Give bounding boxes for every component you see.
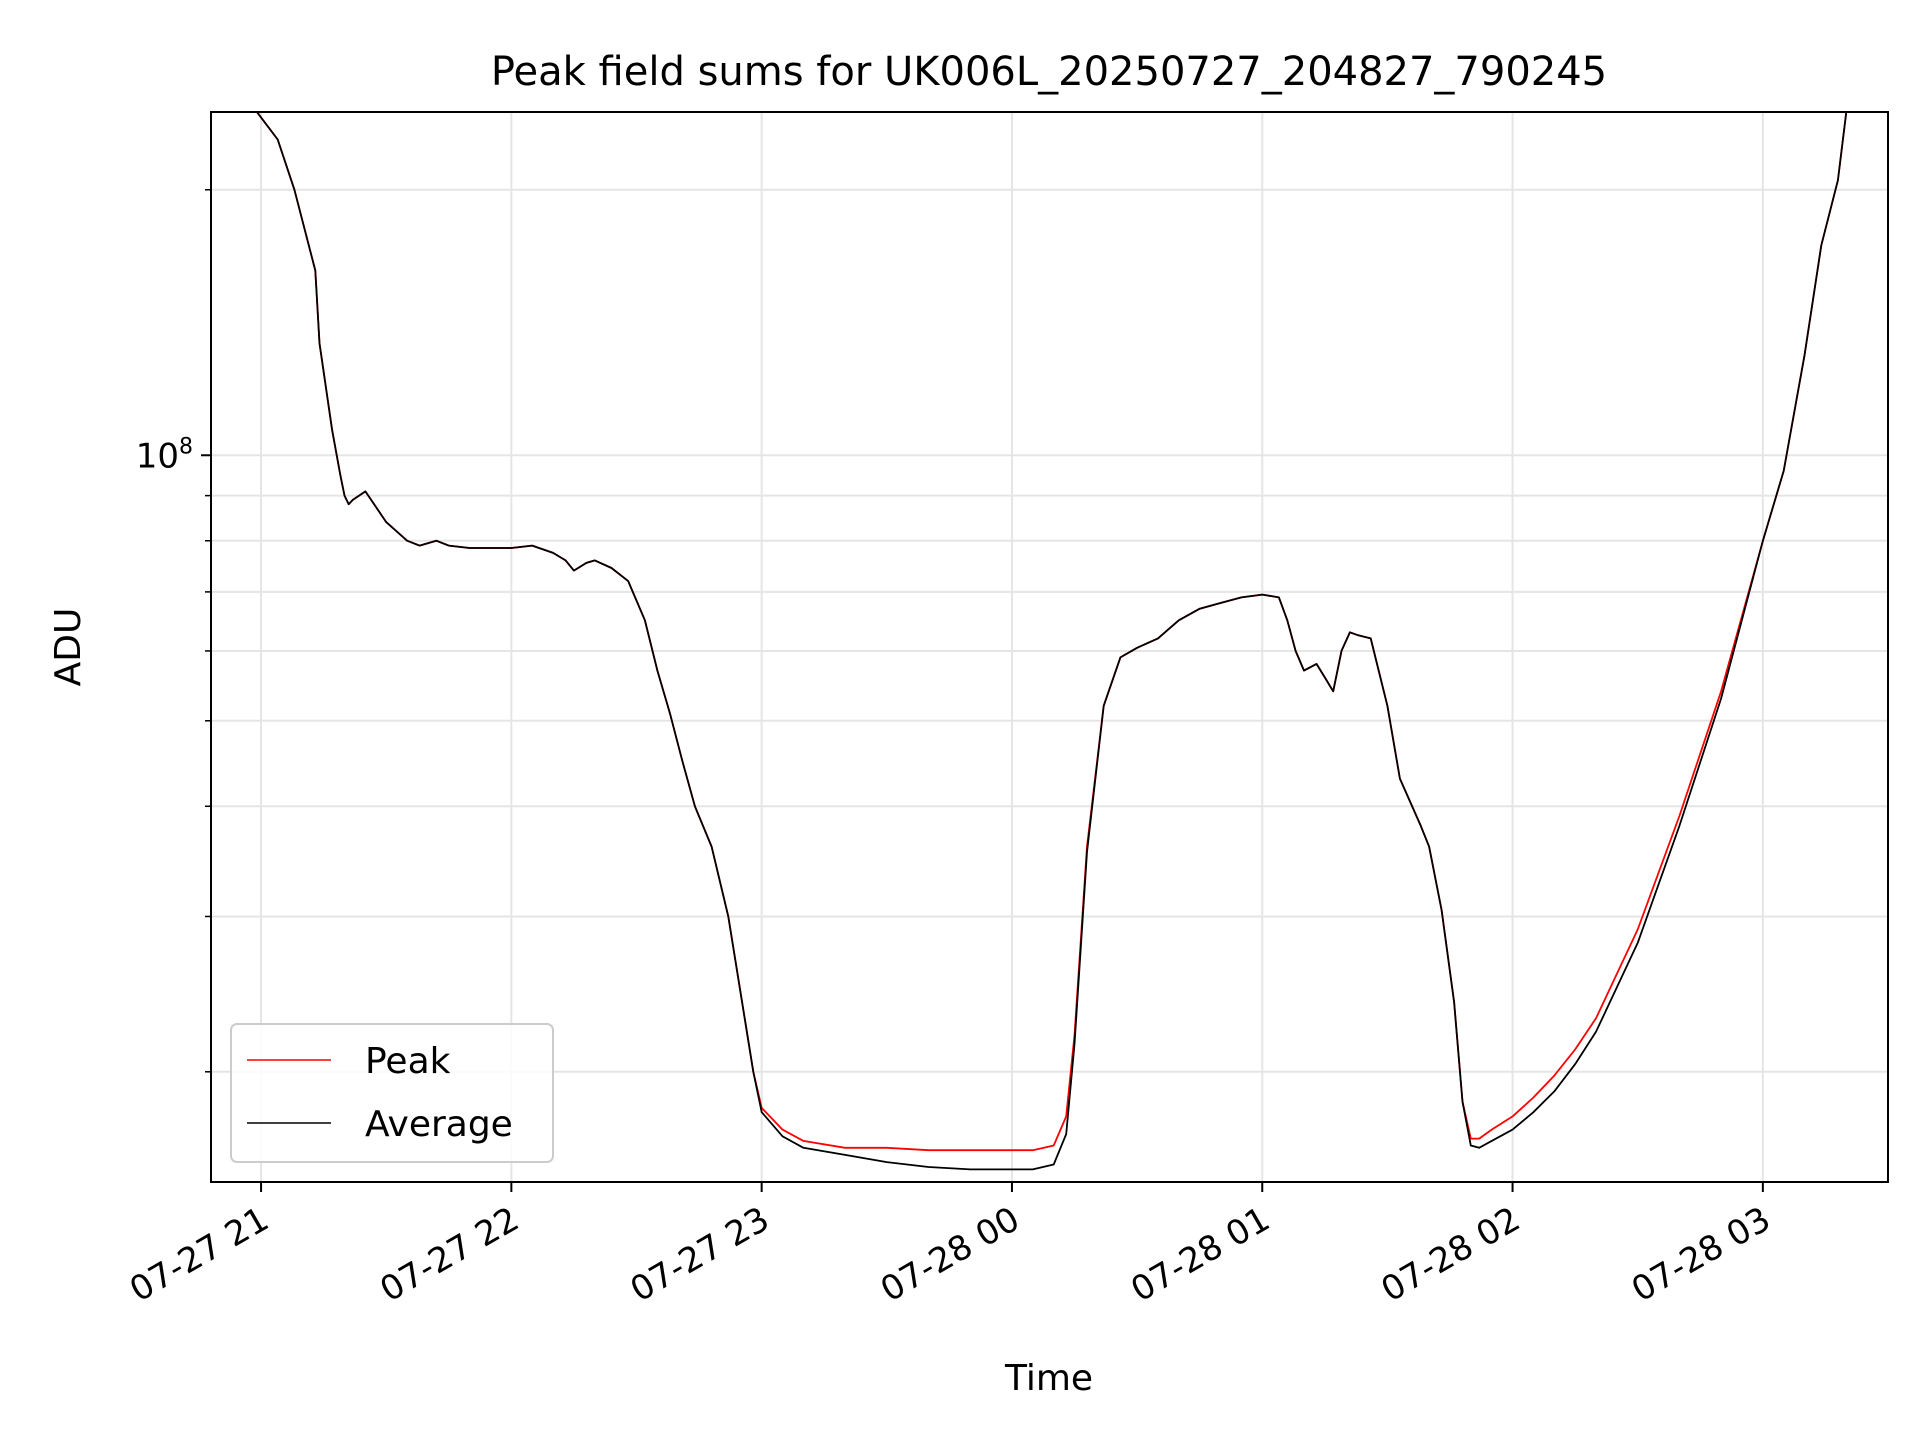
x-axis-label: Time [1004,1358,1093,1399]
legend-label-peak: Peak [365,1041,451,1082]
y-tick-label-major: 108 [136,434,193,476]
legend: Peak Average [230,1023,554,1163]
axis-ticks [201,188,1764,1192]
y-tick-label-exponent: 8 [179,434,193,459]
series-line-average [256,112,1848,1171]
series-lines [256,112,1848,1171]
y-tick-label-base: 10 [136,436,179,476]
chart-title: Peak field sums for UK006L_20250727_2048… [491,49,1607,95]
plot-area-frame [210,111,1889,1183]
legend-box [230,1023,554,1163]
legend-label-average: Average [365,1104,513,1145]
y-axis-label: ADU [48,608,89,687]
